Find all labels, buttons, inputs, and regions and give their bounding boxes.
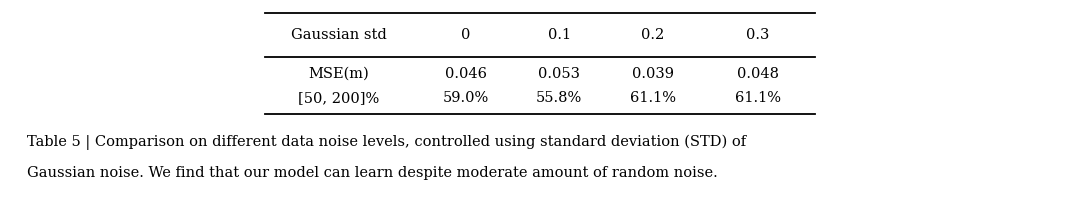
Text: [50, 200]%: [50, 200]% — [298, 91, 379, 105]
Text: 0: 0 — [461, 28, 470, 42]
Text: 0.1: 0.1 — [548, 28, 571, 42]
Text: 61.1%: 61.1% — [734, 91, 781, 105]
Text: MSE(m): MSE(m) — [309, 67, 369, 81]
Text: 0.046: 0.046 — [445, 67, 487, 81]
Text: 0.053: 0.053 — [538, 67, 580, 81]
Text: 61.1%: 61.1% — [630, 91, 676, 105]
Text: 59.0%: 59.0% — [443, 91, 489, 105]
Text: 0.3: 0.3 — [746, 28, 769, 42]
Text: 0.048: 0.048 — [737, 67, 779, 81]
Text: Gaussian std: Gaussian std — [292, 28, 387, 42]
Text: Table 5 | Comparison on different data noise levels, controlled using standard d: Table 5 | Comparison on different data n… — [27, 135, 746, 150]
Text: 0.2: 0.2 — [642, 28, 664, 42]
Text: Gaussian noise. We find that our model can learn despite moderate amount of rand: Gaussian noise. We find that our model c… — [27, 166, 718, 180]
Text: 0.039: 0.039 — [632, 67, 674, 81]
Text: 55.8%: 55.8% — [536, 91, 582, 105]
